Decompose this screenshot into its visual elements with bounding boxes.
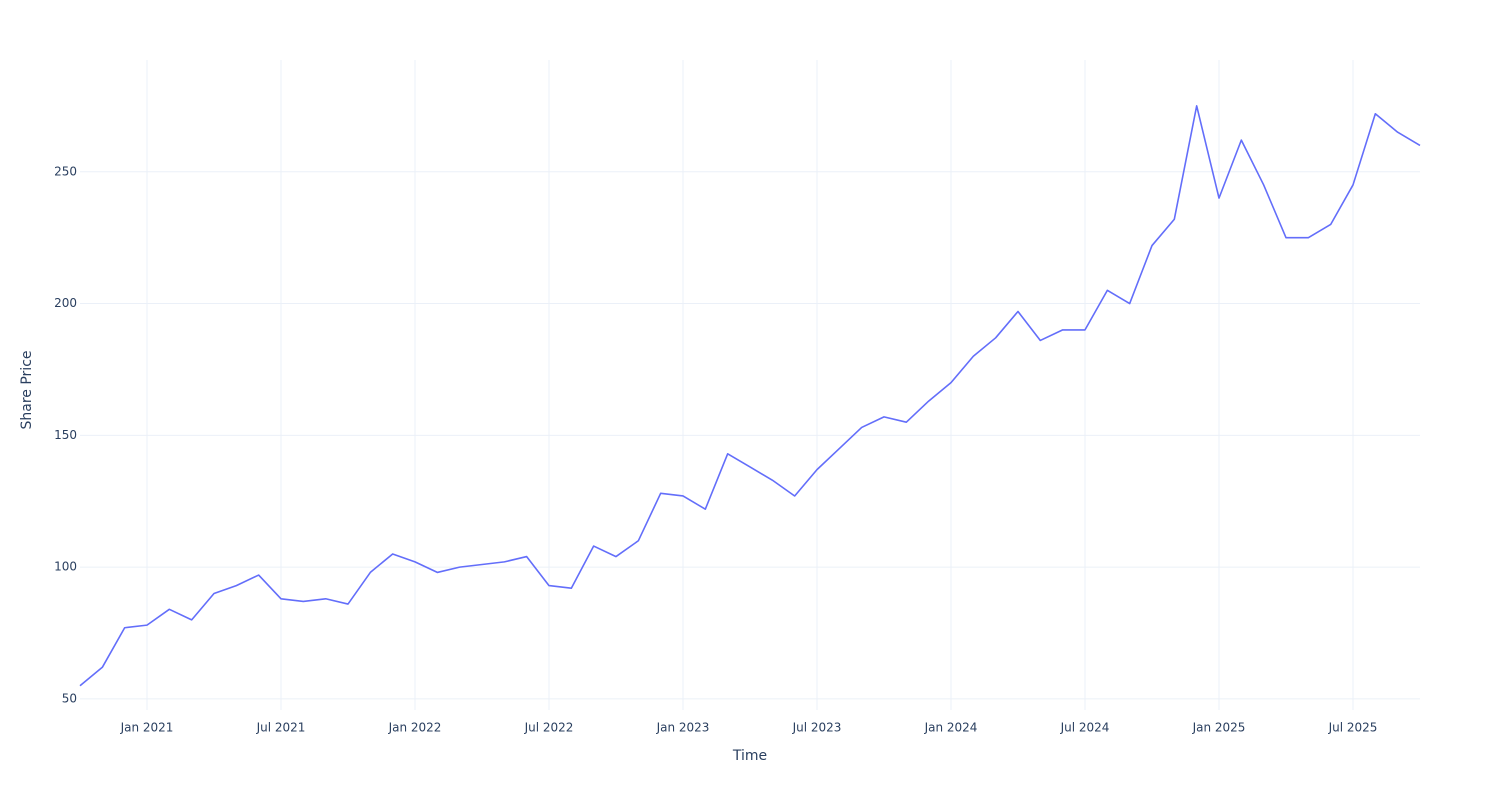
x-tick-label: Jul 2023 xyxy=(792,721,842,735)
y-tick-label: 100 xyxy=(54,560,77,574)
x-tick-label: Jan 2025 xyxy=(1192,721,1246,735)
x-tick-label: Jul 2022 xyxy=(524,721,574,735)
x-tick-label: Jan 2023 xyxy=(656,721,710,735)
y-tick-label: 200 xyxy=(54,296,77,310)
y-axis-title: Share Price xyxy=(19,350,35,429)
x-tick-label: Jan 2021 xyxy=(120,721,174,735)
price-line xyxy=(79,105,1421,687)
x-tick-label: Jul 2024 xyxy=(1060,721,1110,735)
x-tick-label: Jul 2025 xyxy=(1328,721,1378,735)
y-tick-label: 50 xyxy=(62,691,77,705)
y-tick-label: 250 xyxy=(54,164,77,178)
x-tick-label: Jan 2022 xyxy=(388,721,442,735)
x-axis-title: Time xyxy=(732,748,767,764)
y-tick-label: 150 xyxy=(54,428,77,442)
grid xyxy=(80,60,1420,710)
x-tick-label: Jan 2024 xyxy=(924,721,978,735)
x-tick-label: Jul 2021 xyxy=(256,721,306,735)
